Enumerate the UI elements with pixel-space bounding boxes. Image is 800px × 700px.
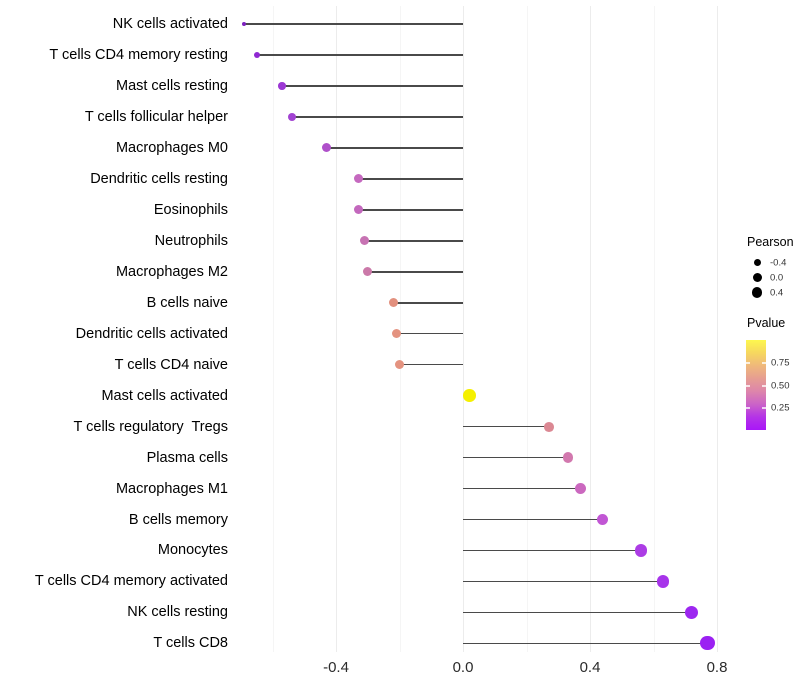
size-legend-title: Pearson (747, 235, 794, 249)
category-label: T cells CD4 naive (114, 356, 228, 373)
pvalue-tick-label: 0.50 (771, 380, 790, 392)
size-legend-label: 0.4 (770, 287, 784, 298)
gridline-minor (272, 6, 274, 652)
lollipop-dot (287, 112, 296, 121)
lollipop-dot (562, 452, 574, 463)
lollipop-dot (463, 389, 476, 402)
size-legend-dot (753, 259, 761, 266)
lollipop-dot (684, 605, 699, 620)
lollipop-dot (391, 329, 401, 339)
size-legend-label: -0.4 (770, 257, 787, 268)
lollipop-stem (463, 456, 568, 459)
category-label: Neutrophils (154, 232, 228, 249)
category-label: T cells regulatory Tregs (73, 418, 228, 435)
lollipop-stem (291, 116, 463, 118)
lollipop-dot (634, 544, 647, 557)
lollipop-stem (364, 239, 463, 242)
lollipop-dot (278, 82, 286, 90)
category-label: T cells CD4 memory resting (49, 46, 228, 63)
gridline-minor (399, 6, 401, 652)
lollipop-stem (463, 611, 692, 614)
category-label: Mast cells activated (101, 387, 228, 404)
lollipop-stem (367, 270, 463, 273)
lollipop-stem (243, 23, 463, 25)
lollipop-dot (321, 143, 331, 153)
pvalue-tick-label: 0.25 (771, 402, 790, 414)
x-tick-label: 0.4 (579, 659, 601, 676)
gridline-major (717, 6, 718, 652)
size-legend-dot-cell (749, 285, 765, 300)
x-tick-label: 0.0 (452, 659, 474, 676)
lollipop-dot (353, 205, 363, 215)
size-legend-label: 0.0 (770, 272, 784, 283)
size-legend-dot-cell (749, 255, 765, 270)
pvalue-gradient-bar (746, 340, 766, 430)
lollipop-dot (363, 267, 373, 277)
pvalue-tick-mark (746, 406, 750, 409)
category-label: Macrophages M0 (115, 139, 228, 156)
lollipop-stem (393, 301, 463, 304)
category-label: T cells CD8 (153, 635, 228, 652)
x-tick-label: 0.8 (706, 659, 728, 676)
category-label: Plasma cells (146, 449, 228, 466)
pvalue-tick-mark (762, 361, 766, 364)
lollipop-dot (596, 513, 609, 526)
lollipop-dot (395, 360, 404, 370)
gridline-major (336, 6, 337, 652)
lollipop-stem (463, 487, 581, 490)
lollipop-dot (543, 421, 554, 432)
lollipop-stem (463, 425, 549, 428)
size-legend-dot-cell (749, 270, 765, 285)
lollipop-stem (463, 580, 664, 583)
pvalue-tick-mark (762, 384, 766, 387)
lollipop-stem (358, 178, 463, 180)
lollipop-dot (700, 636, 715, 651)
lollipop-stem (399, 363, 463, 366)
category-label: T cells follicular helper (84, 108, 228, 125)
pvalue-tick-label: 0.75 (771, 357, 790, 369)
lollipop-dot (574, 483, 586, 495)
category-label: Macrophages M1 (115, 480, 228, 497)
category-label: Dendritic cells activated (75, 325, 228, 342)
lollipop-stem (463, 549, 641, 552)
lollipop-dot (388, 298, 398, 308)
category-label: Macrophages M2 (115, 263, 228, 280)
category-label: NK cells resting (127, 604, 228, 621)
category-label: Monocytes (157, 542, 228, 559)
lollipop-dot (253, 51, 260, 58)
category-label: Mast cells resting (115, 77, 228, 94)
size-legend-dot (752, 273, 762, 282)
lollipop-stem (282, 85, 463, 87)
size-legend-dot (751, 287, 763, 298)
lollipop-dot (241, 21, 247, 27)
gridline-major (590, 6, 591, 652)
lollipop-stem (396, 332, 463, 335)
category-label: Dendritic cells resting (90, 170, 228, 187)
category-label: T cells CD4 memory activated (34, 573, 228, 590)
lollipop-stem (256, 54, 463, 56)
gridline-major (463, 6, 464, 652)
category-label: NK cells activated (112, 16, 228, 32)
category-label: B cells naive (146, 294, 228, 311)
color-legend-title: Pvalue (747, 316, 786, 330)
lollipop-stem (463, 518, 603, 521)
pvalue-tick-mark (762, 406, 766, 409)
lollipop-stem (326, 147, 463, 149)
gridline-minor (526, 6, 528, 652)
lollipop-dot (656, 575, 670, 588)
lollipop-dot (360, 236, 370, 246)
gridline-minor (653, 6, 655, 652)
lollipop-stem (358, 209, 463, 211)
x-tick-label: -0.4 (323, 659, 349, 676)
category-label: Eosinophils (153, 201, 228, 218)
lollipop-stem (463, 642, 708, 645)
category-label: B cells memory (128, 511, 228, 528)
pvalue-tick-mark (746, 384, 750, 387)
pvalue-tick-mark (746, 361, 750, 364)
lollipop-dot (353, 174, 363, 184)
